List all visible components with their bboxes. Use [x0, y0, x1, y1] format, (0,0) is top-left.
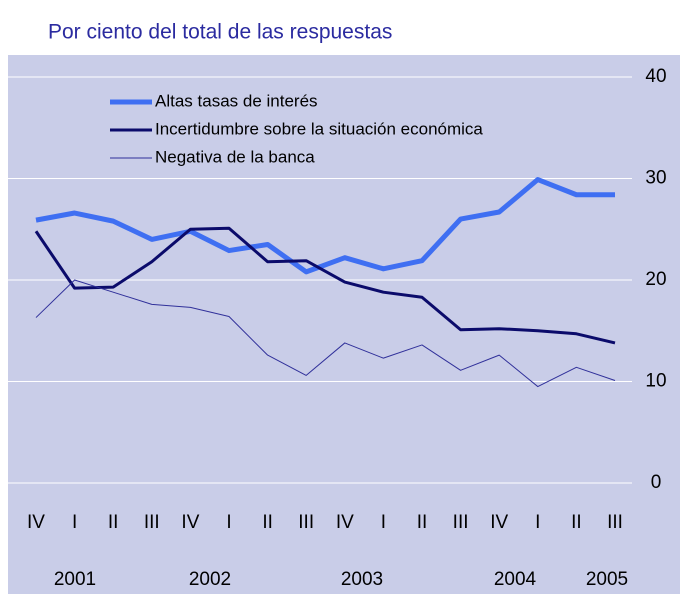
x-tick-label: IV	[336, 512, 354, 533]
x-tick-label: IV	[490, 512, 508, 533]
x-tick-label: II	[108, 512, 119, 533]
legend-label: Negativa de la banca	[155, 147, 315, 166]
y-tick-label: 20	[645, 269, 666, 290]
year-label: 2001	[54, 569, 96, 590]
chart-title: Por ciento del total de las respuestas	[48, 21, 392, 44]
x-tick-label: II	[262, 512, 273, 533]
plot-background	[8, 55, 680, 594]
x-tick-label: III	[144, 512, 160, 533]
year-label: 2005	[586, 569, 628, 590]
x-tick-label: I	[72, 512, 77, 533]
legend-label: Altas tasas de interés	[155, 91, 318, 110]
x-tick-label: II	[417, 512, 428, 533]
x-tick-label: IV	[181, 512, 199, 533]
y-tick-label: 30	[645, 168, 666, 189]
x-tick-label: II	[571, 512, 582, 533]
x-tick-label: I	[381, 512, 386, 533]
year-label: 2002	[189, 569, 231, 590]
x-tick-label: III	[298, 512, 314, 533]
series-line	[35, 177, 615, 275]
year-label: 2004	[494, 569, 537, 590]
series-line	[34, 226, 616, 345]
y-tick-label: 0	[651, 472, 662, 493]
y-tick-label: 10	[645, 371, 666, 392]
x-tick-label: III	[607, 512, 623, 533]
series-line	[35, 279, 616, 388]
x-tick-label: I	[226, 512, 231, 533]
x-tick-label: I	[535, 512, 540, 533]
legend-label: Incertidumbre sobre la situación económi…	[155, 119, 483, 138]
x-tick-label: IV	[27, 512, 45, 533]
y-tick-label: 40	[645, 66, 666, 87]
x-tick-label: III	[453, 512, 469, 533]
year-label: 2003	[341, 569, 383, 590]
